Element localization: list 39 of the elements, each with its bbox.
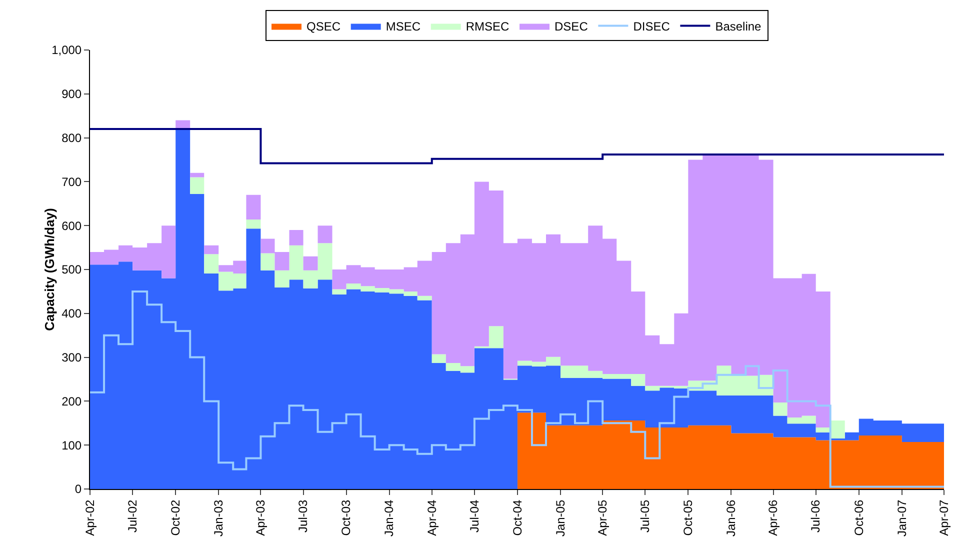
y-tick-label: 100 bbox=[62, 438, 82, 452]
x-tick-label: Oct-06 bbox=[852, 499, 866, 536]
y-tick-label: 700 bbox=[62, 174, 82, 189]
x-tick-label: Oct-03 bbox=[339, 499, 354, 536]
x-tick-label: Oct-04 bbox=[510, 499, 524, 536]
legend-label: DSEC bbox=[554, 19, 588, 34]
x-tick-label: Jul-04 bbox=[467, 499, 482, 532]
x-tick-label: Jul-03 bbox=[296, 499, 310, 532]
x-tick-label: Jul-02 bbox=[125, 499, 140, 532]
legend-label: MSEC bbox=[386, 19, 421, 34]
y-tick-label: 500 bbox=[62, 262, 82, 277]
x-tick-label: Jan-04 bbox=[382, 499, 396, 537]
y-tick-label: 300 bbox=[62, 350, 82, 364]
legend-label: DISEC bbox=[633, 19, 670, 34]
y-tick-label: 900 bbox=[62, 87, 82, 102]
x-tick-label: Apr-07 bbox=[936, 499, 951, 536]
y-tick-label: 600 bbox=[62, 218, 82, 233]
x-tick-label: Jan-05 bbox=[553, 499, 568, 537]
x-tick-label: Apr-04 bbox=[424, 499, 439, 536]
x-tick-label: Jan-03 bbox=[212, 499, 226, 537]
x-tick-label: Oct-05 bbox=[681, 499, 696, 536]
legend-label: QSEC bbox=[306, 19, 341, 34]
x-tick-label: Jan-06 bbox=[724, 499, 738, 537]
x-tick-label: Apr-05 bbox=[595, 499, 610, 536]
y-tick-label: 1,000 bbox=[52, 43, 82, 58]
y-tick-label: 400 bbox=[62, 306, 82, 321]
y-tick-label: 200 bbox=[62, 394, 82, 408]
y-tick-label: 800 bbox=[62, 131, 82, 145]
y-axis-title: Capacity (GWh/day) bbox=[42, 208, 57, 331]
x-tick-label: Apr-02 bbox=[82, 499, 97, 536]
y-tick-label: 0 bbox=[74, 482, 82, 496]
x-tick-label: Jan-07 bbox=[894, 499, 909, 537]
x-tick-label: Apr-03 bbox=[254, 499, 268, 536]
x-tick-label: Oct-02 bbox=[168, 499, 182, 536]
x-tick-label: Jul-05 bbox=[638, 499, 652, 532]
x-tick-label: Apr-06 bbox=[766, 499, 780, 536]
legend-label: RMSEC bbox=[466, 19, 510, 34]
x-tick-label: Jul-06 bbox=[808, 499, 823, 532]
legend-label: Baseline bbox=[715, 19, 762, 34]
